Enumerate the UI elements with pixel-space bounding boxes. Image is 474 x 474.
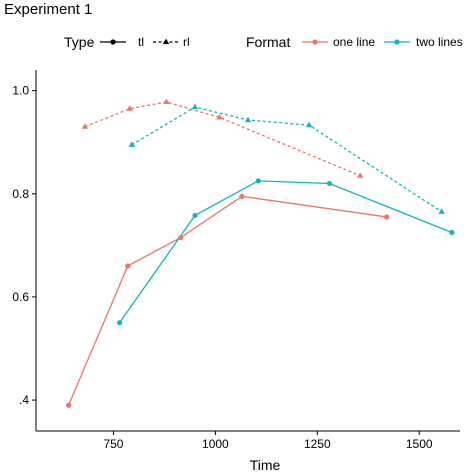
- data-point-two-lines-rl: [191, 103, 199, 110]
- data-point-one-line-rl: [81, 123, 89, 129]
- data-point-one-line-tl: [125, 263, 131, 269]
- data-point-one-line-tl: [239, 193, 245, 199]
- data-point-two-lines-tl: [192, 212, 198, 219]
- legend-format-title: Format: [246, 34, 290, 50]
- legend-format-key-marker: [394, 39, 400, 45]
- y-axis-ticks: .4 0.6 0.8 1.0: [12, 84, 36, 407]
- data-point-one-line-tl: [66, 402, 72, 408]
- data-point-two-lines-tl: [449, 229, 455, 236]
- x-tick-label: 1500: [406, 437, 433, 451]
- x-axis-label: Time: [250, 457, 281, 473]
- legend-format-key-marker: [312, 39, 318, 45]
- y-tick-label: 0.6: [12, 290, 29, 304]
- data-point-two-lines-tl: [116, 320, 123, 326]
- x-axis-ticks: 750 1000 1250 1500: [103, 431, 433, 451]
- y-tick-label: .4: [19, 393, 29, 407]
- data-point-one-line-rl: [163, 98, 170, 105]
- data-point-one-line-rl: [356, 172, 364, 178]
- plot-area: 750 1000 1250 1500 .4 0.6 0.8 1.0: [12, 70, 460, 451]
- series-line-one-line-tl: [68, 195, 387, 406]
- data-point-one-line-rl: [126, 105, 133, 111]
- y-tick-label: 1.0: [12, 84, 29, 98]
- legend-type-key-marker: [110, 39, 116, 45]
- data-point-two-lines-rl: [128, 141, 136, 147]
- legend-type-entries: tl rl: [100, 35, 190, 49]
- data-point-two-lines-rl: [244, 116, 252, 123]
- data-point-two-lines-tl: [326, 180, 333, 187]
- data-point-two-lines-tl: [255, 178, 261, 184]
- legend: Type tl rl Format one line two lines: [64, 34, 463, 50]
- legend-format-entries: one line two lines: [302, 35, 463, 49]
- legend-type-label: tl: [138, 35, 144, 49]
- legend-type-label: rl: [183, 35, 190, 49]
- series-line-two-lines-rl: [131, 106, 443, 213]
- data-point-one-line-rl: [216, 114, 223, 120]
- legend-type-title: Type: [64, 34, 95, 50]
- series-lines: [68, 101, 453, 406]
- x-tick-label: 1000: [202, 437, 229, 451]
- legend-format-label: two lines: [416, 35, 463, 49]
- chart-title: Experiment 1: [4, 1, 92, 18]
- series-line-one-line-rl: [84, 101, 361, 177]
- legend-type-key-marker: [162, 38, 170, 45]
- legend-format-label: one line: [333, 35, 375, 49]
- data-point-one-line-tl: [384, 214, 390, 220]
- data-point-two-lines-rl: [305, 121, 313, 128]
- x-tick-label: 750: [103, 437, 123, 451]
- series-markers: [66, 98, 455, 408]
- x-tick-label: 1250: [304, 437, 331, 451]
- y-tick-label: 0.8: [12, 187, 29, 201]
- data-point-one-line-tl: [178, 235, 184, 241]
- data-point-two-lines-rl: [438, 208, 445, 214]
